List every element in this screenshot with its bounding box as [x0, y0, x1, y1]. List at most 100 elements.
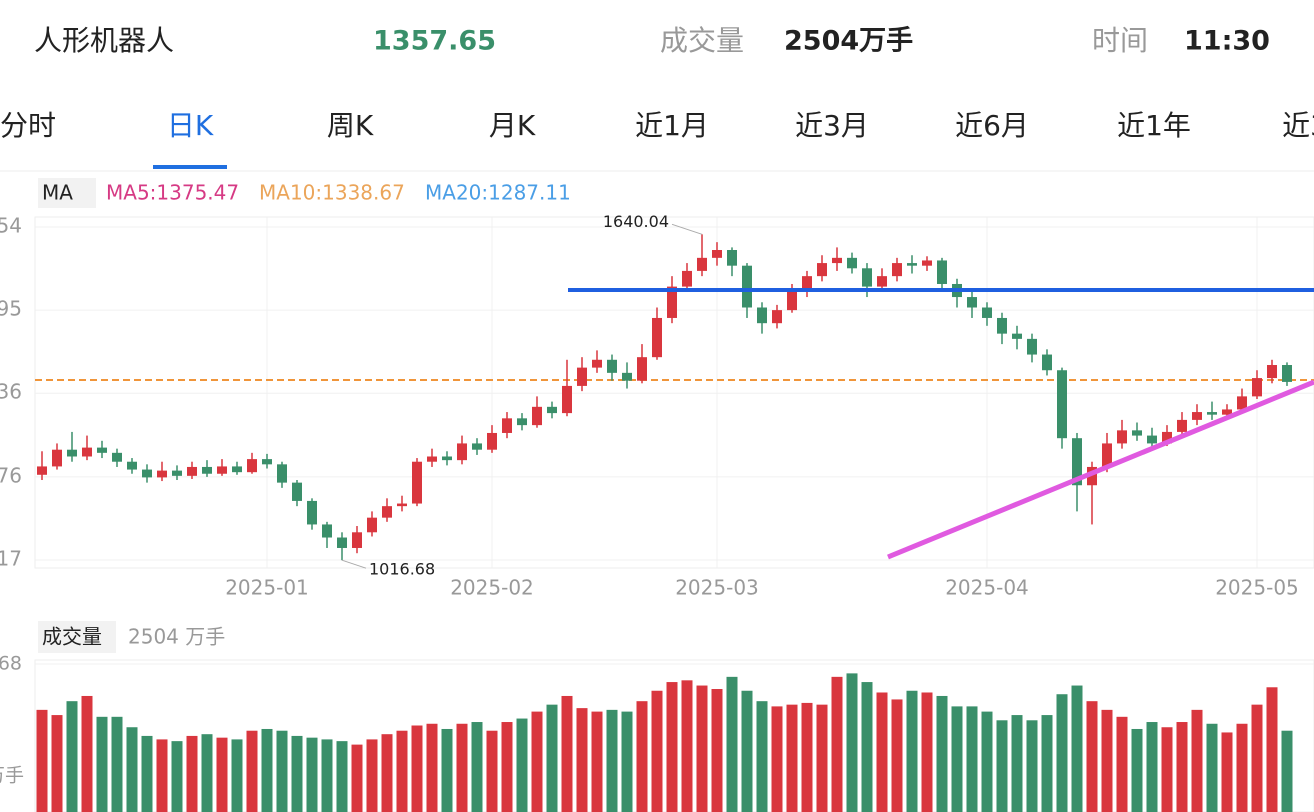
volume-bar	[726, 676, 738, 812]
volume-bar	[291, 735, 303, 812]
tab[interactable]: 周K	[327, 109, 374, 142]
volume-bar	[366, 739, 378, 812]
candle-body	[997, 317, 1007, 334]
candle-body	[277, 464, 287, 483]
candle-body	[382, 506, 392, 518]
candle-body	[652, 317, 662, 358]
volume-bar	[1071, 685, 1083, 812]
volume-bar	[156, 739, 168, 812]
tab[interactable]: 近1年	[1117, 109, 1191, 142]
time-label: 时间	[1092, 24, 1148, 57]
candle-body	[127, 461, 137, 470]
volume-bar	[1101, 709, 1113, 812]
volume-bar	[516, 718, 528, 812]
tab[interactable]: 分时	[0, 109, 56, 142]
x-tick-label: 2025-01	[225, 576, 309, 600]
volume-bar	[951, 706, 963, 812]
candle-body	[817, 263, 827, 277]
candle-body	[412, 461, 422, 504]
volume-bar	[1161, 727, 1173, 812]
volume-bar	[1206, 723, 1218, 812]
candle-body	[682, 270, 692, 287]
ma-badge	[38, 178, 96, 208]
candle-body	[1042, 354, 1052, 371]
volume-title: 成交量	[42, 625, 102, 649]
volume-bar	[771, 706, 783, 812]
candle-body	[472, 443, 482, 450]
candle-body	[622, 372, 632, 381]
volume-bar	[606, 709, 618, 812]
candle-body	[577, 367, 587, 386]
candle-body	[502, 418, 512, 433]
ma5: MA5:1375.47	[106, 181, 239, 205]
candle-body	[607, 359, 617, 373]
volume-bar	[1266, 687, 1278, 812]
tab[interactable]: 月K	[489, 109, 536, 142]
candle-body	[1057, 370, 1067, 439]
volume-bar	[51, 715, 63, 812]
candle-body	[757, 307, 767, 324]
volume-bar	[786, 704, 798, 812]
candle-body	[1102, 443, 1112, 467]
volume-bar	[306, 737, 318, 812]
candle-body	[187, 466, 197, 476]
candle-body	[37, 466, 47, 475]
volume-value: 2504 万手	[128, 625, 225, 649]
volume-bar	[501, 722, 513, 812]
tab-indicator	[153, 165, 227, 169]
candle-body	[772, 310, 782, 324]
volume-bar	[1086, 701, 1098, 812]
candle-body	[667, 286, 677, 318]
candle-body	[442, 456, 452, 461]
volume-bar	[966, 706, 978, 812]
volume-bar	[651, 690, 663, 812]
candle-body	[292, 482, 302, 501]
candle-body	[922, 260, 932, 266]
candle-body	[1282, 365, 1292, 382]
volume-bar	[1176, 722, 1188, 812]
volume-bar	[396, 730, 408, 812]
volume-unit: 万手	[0, 765, 24, 787]
volume-bar	[381, 734, 393, 812]
candle-body	[547, 406, 557, 414]
ma10: MA10:1338.67	[259, 181, 405, 205]
candle-body	[487, 432, 497, 450]
volume-bar	[1116, 716, 1128, 812]
volume-bar	[1026, 720, 1038, 812]
volume-bar	[36, 709, 48, 812]
volume-bar	[1146, 722, 1158, 812]
candle-body	[802, 276, 812, 292]
candle-body	[967, 297, 977, 308]
stock-name: 人形机器人	[34, 24, 174, 57]
volume-bar	[981, 711, 993, 812]
candle-body	[877, 276, 887, 287]
volume-bar	[801, 702, 813, 812]
volume-bar	[126, 727, 138, 812]
candle-body	[1012, 333, 1022, 339]
volume-bar	[756, 701, 768, 812]
candle-body	[247, 459, 257, 473]
tab[interactable]: 近1月	[635, 109, 709, 142]
volume-bar	[351, 744, 363, 812]
candle-body	[592, 359, 602, 368]
volume-bar	[906, 690, 918, 812]
volume-bar	[111, 716, 123, 812]
tab[interactable]: 日K	[167, 109, 214, 142]
x-tick-label: 2025-05	[1215, 576, 1299, 600]
tab[interactable]: 近3	[1282, 109, 1314, 142]
volume-frame	[34, 659, 1314, 812]
tab[interactable]: 近6月	[955, 109, 1029, 142]
volume-bar	[216, 737, 228, 812]
volume-bar	[696, 685, 708, 812]
candle-body	[637, 357, 647, 381]
volume-bar	[1221, 732, 1233, 812]
volume-bar	[276, 730, 288, 812]
candle-body	[217, 466, 227, 474]
y-tick-label: 1017	[0, 547, 22, 571]
tab[interactable]: 近3月	[795, 109, 869, 142]
volume-bar	[1281, 730, 1293, 812]
high-label: 1640.04	[603, 212, 669, 231]
candle-body	[1072, 438, 1082, 486]
volume-bar	[831, 676, 843, 812]
